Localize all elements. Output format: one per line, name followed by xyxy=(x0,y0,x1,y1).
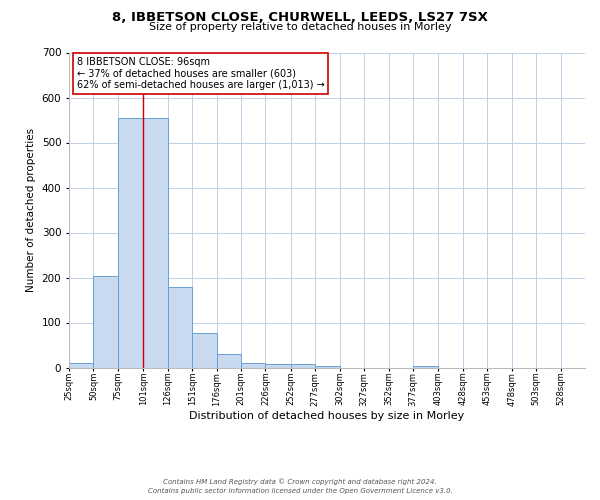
Text: Size of property relative to detached houses in Morley: Size of property relative to detached ho… xyxy=(149,22,451,32)
Bar xyxy=(143,118,168,368)
Bar xyxy=(192,334,217,368)
Y-axis label: Number of detached properties: Number of detached properties xyxy=(26,128,36,292)
Bar xyxy=(94,276,118,368)
Bar xyxy=(315,366,340,368)
Text: 8 IBBETSON CLOSE: 96sqm
← 37% of detached houses are smaller (603)
62% of semi-d: 8 IBBETSON CLOSE: 96sqm ← 37% of detache… xyxy=(77,57,325,90)
Text: 8, IBBETSON CLOSE, CHURWELL, LEEDS, LS27 7SX: 8, IBBETSON CLOSE, CHURWELL, LEEDS, LS27… xyxy=(112,11,488,24)
Bar xyxy=(217,354,241,368)
Text: Contains HM Land Registry data © Crown copyright and database right 2024.
Contai: Contains HM Land Registry data © Crown c… xyxy=(148,478,452,494)
Bar xyxy=(291,364,315,368)
Bar xyxy=(265,364,291,368)
Bar xyxy=(241,363,265,368)
Bar xyxy=(69,363,94,368)
Bar xyxy=(413,366,439,368)
X-axis label: Distribution of detached houses by size in Morley: Distribution of detached houses by size … xyxy=(190,411,464,421)
Bar xyxy=(118,118,143,368)
Bar xyxy=(168,288,192,368)
